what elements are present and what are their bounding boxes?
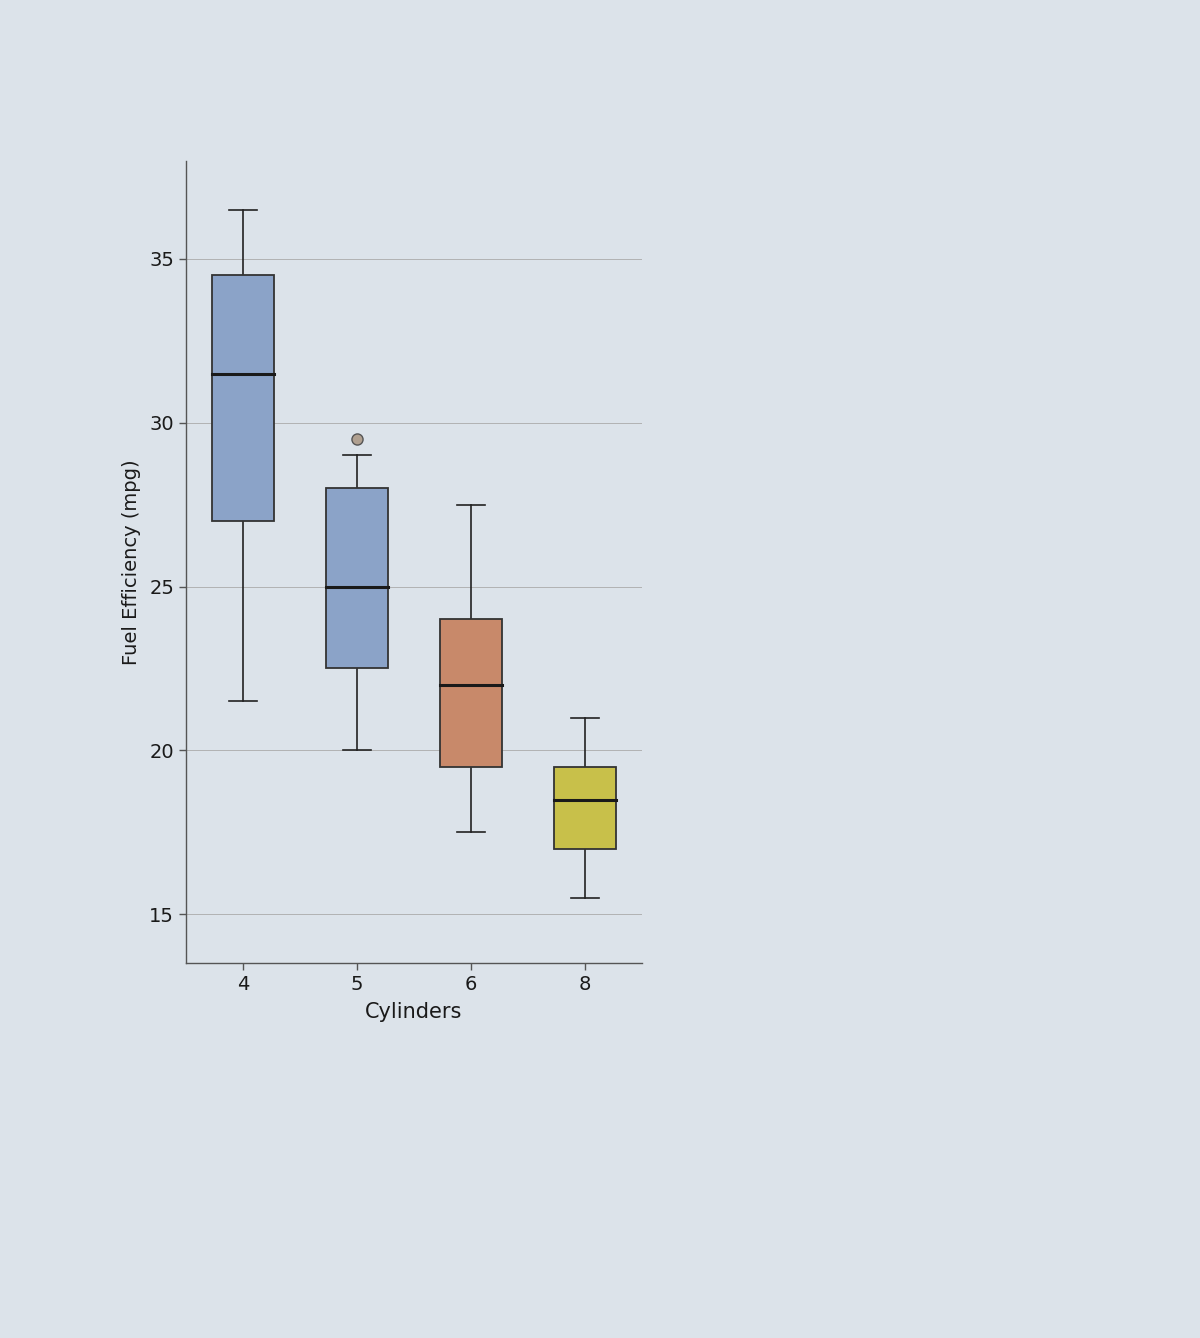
Bar bbox=[439, 619, 503, 767]
Y-axis label: Fuel Efficiency (mpg): Fuel Efficiency (mpg) bbox=[122, 459, 140, 665]
Bar bbox=[325, 488, 389, 669]
X-axis label: Cylinders: Cylinders bbox=[365, 1002, 463, 1022]
Bar bbox=[553, 767, 617, 848]
Bar bbox=[211, 276, 275, 520]
